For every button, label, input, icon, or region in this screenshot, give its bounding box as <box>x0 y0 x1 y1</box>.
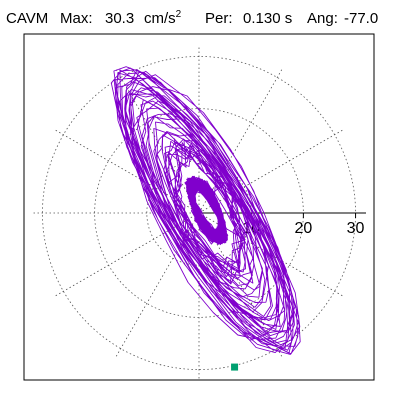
max-unit-base: cm/s <box>144 10 176 27</box>
grid-spoke-240 <box>115 212 200 358</box>
max-unit-exp: 2 <box>175 9 182 20</box>
max-value: 30.3 <box>105 10 135 27</box>
max-label: Max: <box>60 10 93 27</box>
angle-label: Ang: <box>307 10 338 27</box>
chart-marks <box>231 363 239 371</box>
angle-value: -77.0 <box>344 10 379 27</box>
radial-tick-label-30: 30 <box>347 220 365 237</box>
period-value: 0.130 s <box>243 10 293 27</box>
max-unit: cm/s2 <box>144 10 181 28</box>
period-label: Per: <box>205 10 233 27</box>
component-label: CAVM <box>6 10 49 27</box>
max-marker <box>231 363 239 371</box>
motion-trace <box>110 66 301 355</box>
plot-frame <box>23 33 375 381</box>
radial-tick-label-20: 20 <box>294 220 312 237</box>
chart-header: CAVM Max: 30.3 cm/s2 Per: 0.130 s Ang: -… <box>0 0 400 34</box>
motion-trace-path <box>110 66 301 355</box>
